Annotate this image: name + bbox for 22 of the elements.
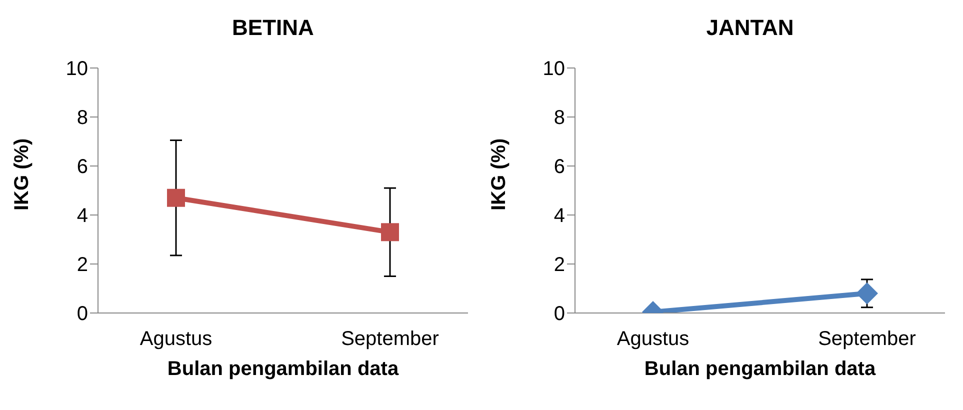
- x-tick-label: September: [341, 328, 440, 350]
- y-tick-label: 10: [542, 58, 565, 80]
- x-tick-label: Agustus: [140, 328, 212, 350]
- y-tick-label: 2: [76, 254, 88, 276]
- chart-title: BETINA: [231, 14, 315, 42]
- y-tick-label: 0: [554, 303, 565, 326]
- y-tick-label: 4: [76, 205, 88, 228]
- y-tick-label: 0: [76, 303, 88, 326]
- x-axis-title: Bulan pengambilan data: [643, 358, 877, 381]
- x-tick-label: September: [818, 328, 916, 350]
- x-tick-label: Agustus: [616, 328, 690, 350]
- chart-title: JANTAN: [705, 14, 795, 42]
- y-tick-label: 2: [554, 254, 565, 276]
- y-axis-title: IKG (%): [11, 138, 34, 210]
- y-tick-label: 6: [554, 156, 565, 178]
- y-tick-label: 8: [76, 107, 88, 130]
- y-tick-label: 4: [554, 205, 565, 228]
- x-axis-title: Bulan pengambilan data: [166, 358, 400, 381]
- y-tick-label: 10: [66, 58, 88, 80]
- y-axis-title: IKG (%): [488, 138, 510, 210]
- y-tick-label: 6: [76, 156, 88, 178]
- y-tick-label: 8: [554, 107, 565, 130]
